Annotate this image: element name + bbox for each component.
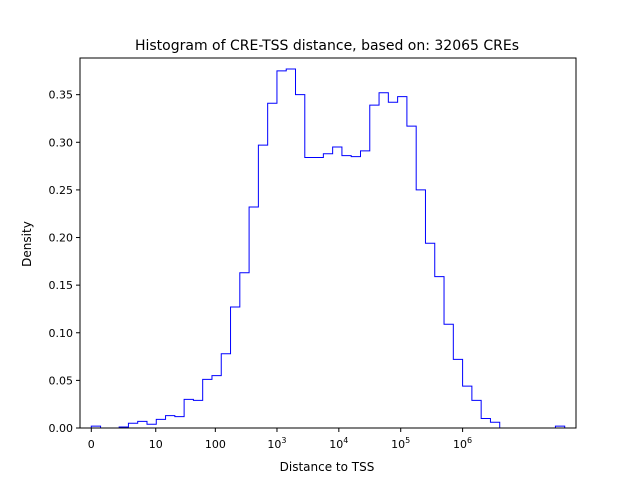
x-tick-label: 0 (88, 438, 95, 451)
y-axis-label: Density (20, 221, 34, 267)
y-tick-label: 0.25 (49, 184, 74, 197)
x-tick-label: 100 (205, 438, 226, 451)
x-axis-ticks: 0 10 100 103 104 105 106 (88, 428, 472, 451)
y-tick-label: 0.05 (49, 374, 74, 387)
x-axis-label: Distance to TSS (280, 460, 375, 474)
y-tick-label: 0.30 (49, 136, 74, 149)
y-tick-label: 0.00 (49, 422, 74, 435)
y-tick-label: 0.20 (49, 232, 74, 245)
y-tick-label: 0.35 (49, 89, 74, 102)
plot-area: 0 10 100 103 104 105 106 0.000.050.100.150.200… (49, 57, 577, 451)
chart-title: Histogram of CRE-TSS distance, based on:… (135, 38, 519, 54)
histogram-step-line (90, 68, 566, 429)
plot-frame (79, 57, 577, 429)
x-tick-label: 104 (329, 436, 348, 451)
y-tick-label: 0.15 (49, 279, 74, 292)
x-tick-label: 106 (453, 436, 472, 451)
x-tick-label: 105 (391, 436, 410, 451)
x-tick-label: 10 (149, 438, 163, 451)
y-axis-ticks: 0.00 0.05 0.10 0.15 0.20 0.25 0.30 0.35 (49, 89, 80, 435)
y-tick-label: 0.10 (49, 327, 74, 340)
x-tick-label: 103 (267, 436, 286, 451)
